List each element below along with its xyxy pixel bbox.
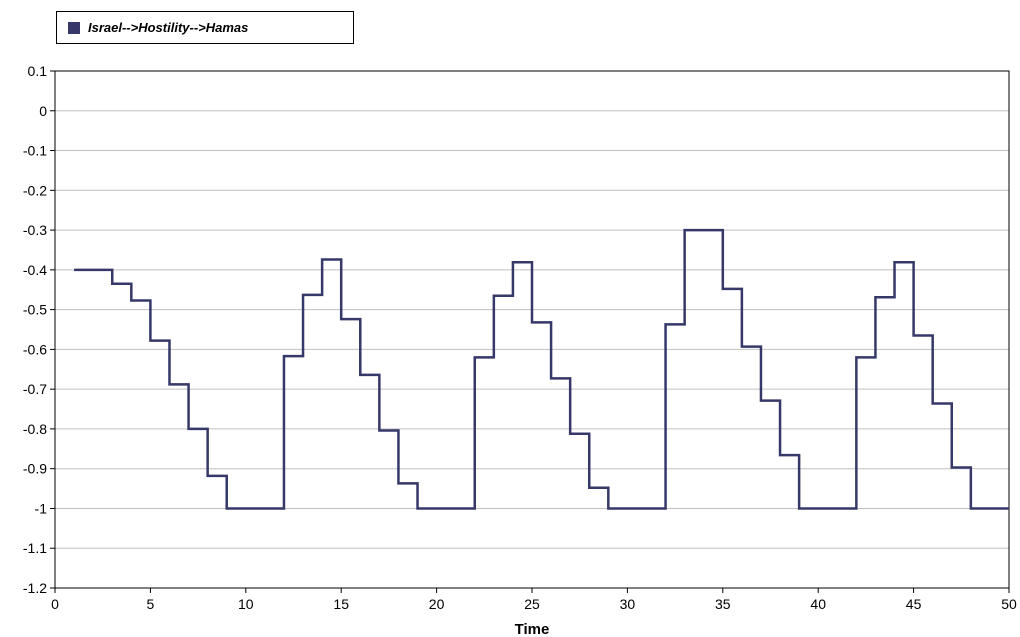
x-tick-label: 30	[620, 596, 636, 612]
y-tick-label: 0.1	[28, 63, 48, 79]
x-tick-label: 50	[1001, 596, 1017, 612]
plot-frame	[54, 70, 1010, 589]
legend-swatch	[68, 21, 80, 34]
x-tick-label: 5	[147, 596, 155, 612]
x-tick-label: 10	[238, 596, 254, 612]
y-tick-label: -0.8	[23, 421, 47, 437]
y-tick-label: -0.4	[23, 262, 47, 278]
y-tick-label: -0.6	[23, 341, 47, 357]
x-tick-label: 35	[715, 596, 731, 612]
y-tick-label: 0	[39, 103, 47, 119]
x-tick-label: 0	[51, 596, 59, 612]
y-tick-label: -0.7	[23, 381, 47, 397]
y-tick-label: -0.3	[23, 222, 47, 238]
y-tick-label: -1.1	[23, 540, 47, 556]
y-tick-label: -0.1	[23, 143, 47, 159]
y-tick-label: -0.9	[23, 461, 47, 477]
x-tick-label: 45	[906, 596, 922, 612]
legend: Israel-->Hostility-->Hamas	[56, 11, 354, 44]
y-tick-label: -1.2	[23, 580, 47, 596]
y-tick-label: -1	[35, 500, 48, 516]
x-tick-label: 40	[810, 596, 826, 612]
y-tick-label: -0.5	[23, 302, 47, 318]
series-line	[74, 228, 1009, 510]
y-tick-label: -0.2	[23, 182, 47, 198]
x-axis-title: Time	[515, 621, 550, 637]
x-tick-label: 15	[333, 596, 349, 612]
x-tick-label: 25	[524, 596, 540, 612]
legend-label: Israel-->Hostility-->Hamas	[88, 20, 249, 35]
x-tick-label: 20	[429, 596, 445, 612]
